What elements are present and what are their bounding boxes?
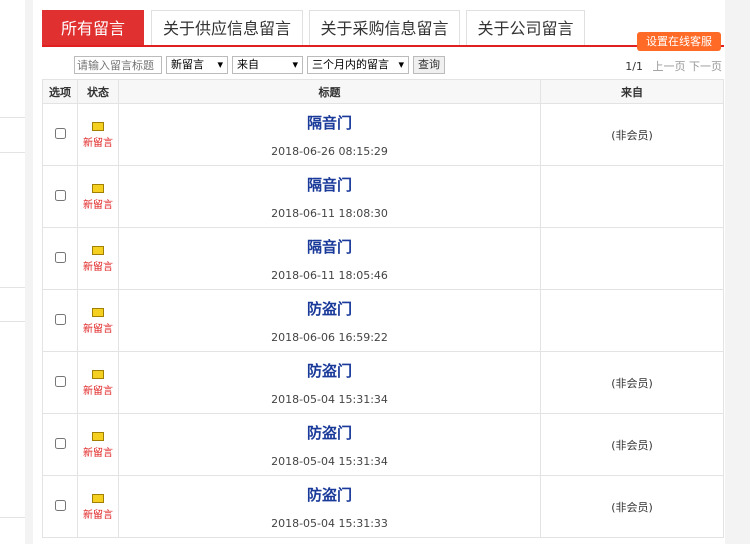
envelope-icon bbox=[92, 431, 104, 441]
status-select[interactable]: 新留言 ▾ bbox=[166, 56, 228, 74]
table-row: 新留言 隔音门 2018-06-11 18:08:30 bbox=[42, 165, 724, 228]
message-from bbox=[540, 227, 724, 290]
message-title-link[interactable]: 防盗门 bbox=[306, 361, 352, 380]
message-title-link[interactable]: 防盗门 bbox=[306, 423, 352, 442]
message-from: (非会员) bbox=[540, 475, 724, 538]
message-table: 选项 状态 标题 来自 新留言 隔音门 2018-06-26 08:15:29 (… bbox=[42, 79, 724, 538]
message-title-link[interactable]: 防盗门 bbox=[306, 485, 352, 504]
title-search-input[interactable] bbox=[74, 56, 162, 74]
table-row: 新留言 防盗门 2018-06-06 16:59:22 bbox=[42, 289, 724, 352]
pager: 1/1 上一页 下一页 bbox=[625, 58, 722, 74]
envelope-icon bbox=[92, 121, 104, 131]
new-message-badge: 新留言 bbox=[83, 199, 113, 211]
message-title-link[interactable]: 隔音门 bbox=[306, 237, 352, 256]
tab-purchase[interactable]: 关于采购信息留言 bbox=[309, 10, 460, 45]
message-date: 2018-06-11 18:05:46 bbox=[271, 268, 388, 282]
filter-bar: 新留言▾ 来自▾ 三个月内的留言▾ 查询 bbox=[74, 56, 445, 74]
envelope-icon bbox=[92, 493, 104, 503]
envelope-icon bbox=[92, 245, 104, 255]
row-checkbox[interactable] bbox=[54, 251, 66, 263]
period-select[interactable]: 三个月内的留言 ▾ bbox=[307, 56, 409, 74]
table-row: 新留言 防盗门 2018-05-04 15:31:34 (非会员) bbox=[42, 351, 724, 414]
divider bbox=[0, 117, 25, 118]
table-row: 新留言 防盗门 2018-05-04 15:31:33 (非会员) bbox=[42, 475, 724, 538]
dropdown-arrow-icon: ▾ bbox=[292, 58, 298, 71]
message-title-link[interactable]: 隔音门 bbox=[306, 113, 352, 132]
new-message-badge: 新留言 bbox=[83, 385, 113, 397]
dropdown-arrow-icon: ▾ bbox=[217, 58, 223, 71]
message-from: (非会员) bbox=[540, 413, 724, 476]
divider bbox=[0, 152, 25, 153]
message-date: 2018-05-04 15:31:33 bbox=[271, 516, 388, 530]
table-row: 新留言 隔音门 2018-06-26 08:15:29 (非会员) bbox=[42, 103, 724, 166]
row-checkbox[interactable] bbox=[54, 499, 66, 511]
dropdown-arrow-icon: ▾ bbox=[398, 58, 404, 71]
new-message-badge: 新留言 bbox=[83, 509, 113, 521]
col-select: 选项 bbox=[42, 79, 78, 104]
message-date: 2018-06-11 18:08:30 bbox=[271, 206, 388, 220]
next-page-link[interactable]: 下一页 bbox=[689, 60, 722, 73]
table-row: 新留言 防盗门 2018-05-04 15:31:34 (非会员) bbox=[42, 413, 724, 476]
row-checkbox[interactable] bbox=[54, 375, 66, 387]
set-online-service-button[interactable]: 设置在线客服 bbox=[637, 32, 721, 51]
message-from bbox=[540, 165, 724, 228]
new-message-badge: 新留言 bbox=[83, 447, 113, 459]
message-title-link[interactable]: 防盗门 bbox=[306, 299, 352, 318]
main-panel: 所有留言 关于供应信息留言 关于采购信息留言 关于公司留言 设置在线客服 新留言… bbox=[33, 0, 725, 544]
prev-page-link[interactable]: 上一页 bbox=[652, 60, 686, 73]
col-title: 标题 bbox=[118, 79, 541, 104]
tab-all[interactable]: 所有留言 bbox=[42, 10, 144, 45]
new-message-badge: 新留言 bbox=[83, 261, 113, 273]
new-message-badge: 新留言 bbox=[83, 323, 113, 335]
message-date: 2018-06-26 08:15:29 bbox=[271, 144, 388, 158]
new-message-badge: 新留言 bbox=[83, 137, 113, 149]
message-from: (非会员) bbox=[540, 351, 724, 414]
message-from: (非会员) bbox=[540, 103, 724, 166]
tab-supply[interactable]: 关于供应信息留言 bbox=[151, 10, 303, 45]
divider bbox=[0, 287, 25, 288]
from-select[interactable]: 来自 ▾ bbox=[232, 56, 303, 74]
message-date: 2018-06-06 16:59:22 bbox=[271, 330, 388, 344]
row-checkbox[interactable] bbox=[54, 189, 66, 201]
row-checkbox[interactable] bbox=[54, 437, 66, 449]
table-row: 新留言 隔音门 2018-06-11 18:05:46 bbox=[42, 227, 724, 290]
tab-bar: 所有留言 关于供应信息留言 关于采购信息留言 关于公司留言 设置在线客服 bbox=[42, 10, 724, 51]
divider bbox=[0, 517, 25, 518]
envelope-icon bbox=[92, 183, 104, 193]
row-checkbox[interactable] bbox=[54, 313, 66, 325]
message-title-link[interactable]: 隔音门 bbox=[306, 175, 352, 194]
divider bbox=[0, 321, 25, 322]
message-date: 2018-05-04 15:31:34 bbox=[271, 392, 388, 406]
row-checkbox[interactable] bbox=[54, 127, 66, 139]
col-from: 来自 bbox=[540, 79, 724, 104]
query-button[interactable]: 查询 bbox=[413, 56, 445, 74]
message-date: 2018-05-04 15:31:34 bbox=[271, 454, 388, 468]
sidebar bbox=[0, 0, 25, 544]
col-status: 状态 bbox=[77, 79, 119, 104]
envelope-icon bbox=[92, 307, 104, 317]
page-indicator: 1/1 bbox=[625, 60, 643, 73]
envelope-icon bbox=[92, 369, 104, 379]
message-from bbox=[540, 289, 724, 352]
tab-company[interactable]: 关于公司留言 bbox=[466, 10, 585, 45]
